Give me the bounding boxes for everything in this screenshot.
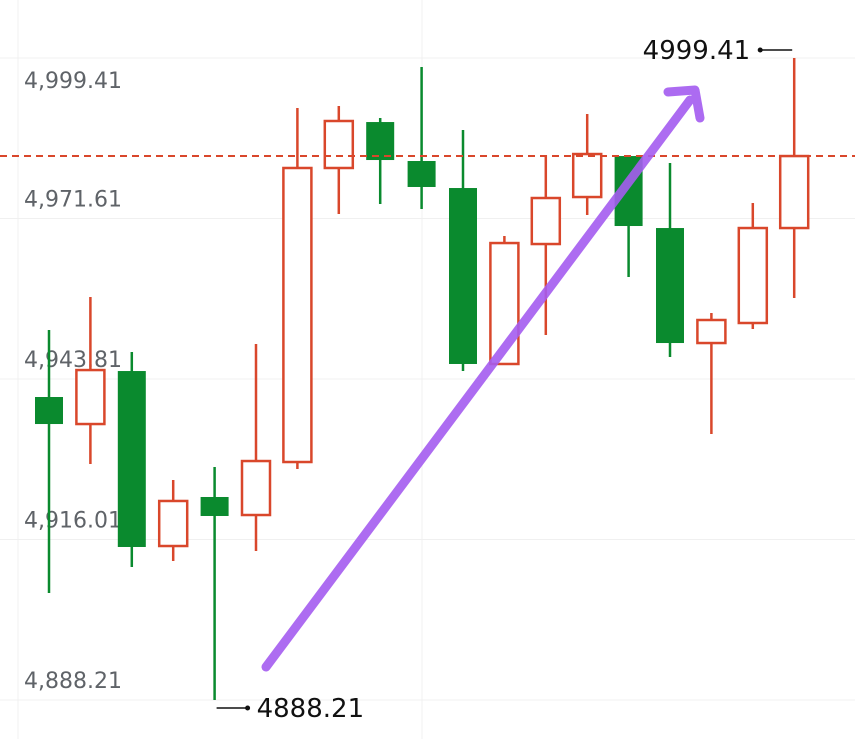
arrow-shaft	[261, 95, 695, 672]
candle-body	[366, 122, 395, 161]
candles	[35, 58, 810, 700]
candle-body	[737, 226, 769, 325]
trend-arrow	[261, 85, 705, 672]
y-tick-label: 4,888.21	[24, 669, 122, 694]
candle-body	[117, 371, 146, 547]
y-tick-label: 4,971.61	[24, 188, 122, 213]
arrow-head	[663, 85, 705, 123]
candle-body	[696, 318, 727, 345]
overlay: 4999.41 4888.21	[0, 36, 855, 724]
candle-body	[323, 119, 355, 170]
candle-body	[407, 161, 436, 187]
min-label: 4888.21	[257, 694, 365, 724]
candle-body	[75, 368, 106, 426]
candle-body	[240, 459, 272, 517]
candle-body	[449, 188, 477, 364]
candle-body	[778, 154, 810, 230]
max-dot	[757, 47, 763, 53]
y-tick-label: 4,999.41	[24, 69, 122, 94]
candle-body	[282, 166, 313, 464]
candle-body	[157, 499, 189, 548]
candle-body	[35, 397, 63, 425]
candle-body	[656, 228, 684, 344]
candle-body	[530, 196, 562, 246]
y-tick-label: 4,943.81	[24, 348, 122, 373]
min-dot	[245, 705, 251, 711]
max-label: 4999.41	[643, 36, 751, 66]
candle-body	[200, 496, 229, 516]
y-tick-label: 4,916.01	[24, 508, 122, 533]
candle-body	[571, 152, 603, 199]
